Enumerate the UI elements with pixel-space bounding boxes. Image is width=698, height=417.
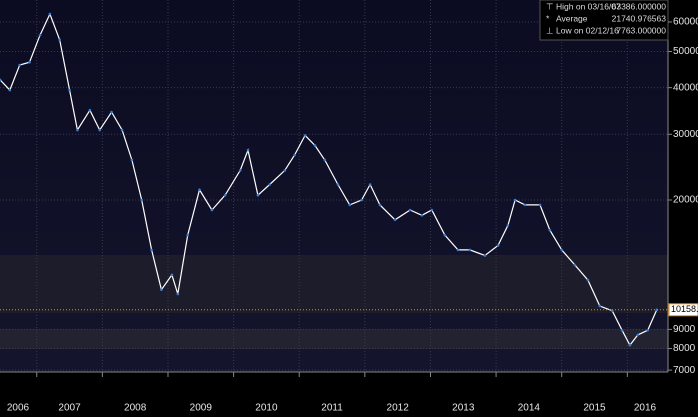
price-point (443, 233, 447, 237)
price-point (430, 208, 434, 212)
price-point (496, 244, 500, 247)
price-point (393, 218, 397, 222)
price-point (586, 278, 590, 282)
price-point (110, 110, 113, 114)
x-tick-label: 2011 (321, 403, 343, 414)
price-point (238, 169, 242, 172)
price-point (628, 343, 632, 347)
price-point (48, 12, 52, 16)
x-tick-label: 2008 (124, 403, 147, 414)
price-point (186, 233, 189, 237)
price-point (548, 228, 552, 232)
x-tick-label: 2012 (387, 403, 410, 414)
band (0, 329, 668, 349)
price-point (293, 153, 296, 157)
legend-box (539, 0, 669, 41)
price-point (456, 248, 460, 252)
x-tick-label: 2007 (58, 403, 81, 414)
price-point (268, 183, 271, 186)
x-tick-label: 2009 (190, 403, 213, 414)
price-point (120, 128, 124, 132)
price-point (18, 63, 21, 67)
price-point (170, 273, 174, 277)
x-tick-label: 2006 (7, 403, 30, 414)
price-point (523, 203, 527, 207)
plot-area (0, 0, 668, 372)
price-point (573, 263, 577, 267)
legend-marker: * (546, 13, 550, 23)
x-tick-label: 2016 (634, 403, 657, 414)
price-point (560, 248, 563, 252)
price-point (336, 183, 340, 186)
y-tick-label: 30000 (673, 129, 698, 140)
price-point (28, 60, 31, 64)
price-point (408, 208, 412, 212)
price-point (420, 213, 424, 217)
price-point (378, 203, 382, 207)
price-point (98, 128, 102, 132)
y-tick-label: 50000 (673, 46, 698, 57)
legend-value: 63386.000000 (612, 1, 667, 11)
price-point (246, 148, 250, 152)
y-tick-label: 7000 (673, 365, 696, 376)
price-point (348, 203, 352, 207)
price-point (76, 128, 79, 132)
price-point (483, 254, 487, 257)
price-point (513, 198, 517, 202)
price-point (598, 304, 602, 308)
price-point (8, 88, 12, 92)
legend-marker: ⊤ (546, 1, 554, 11)
price-point (140, 198, 144, 202)
price-point (256, 193, 260, 197)
price-point (506, 224, 510, 227)
price-point (58, 38, 62, 42)
price-point (160, 288, 163, 291)
x-tick-label: 2010 (255, 403, 278, 414)
price-point (323, 158, 327, 162)
x-tick-label: 2014 (518, 403, 541, 414)
price-point (360, 198, 363, 202)
price-point (538, 203, 542, 207)
x-tick-label: 2013 (452, 403, 475, 414)
last-value-box (668, 303, 698, 317)
legend-marker: ⊥ (546, 25, 554, 35)
price-point (150, 248, 153, 252)
legend-label: High on 03/16/07 (556, 1, 621, 11)
price-point (88, 108, 92, 112)
price-point (368, 183, 372, 186)
price-point (38, 33, 42, 37)
price-point (68, 88, 71, 92)
price-point (198, 188, 201, 192)
price-point (223, 193, 227, 197)
legend-value: 7763.000000 (616, 25, 666, 35)
legend-label: Low on 02/12/16 (556, 25, 619, 35)
x-tick-label: 2015 (583, 403, 606, 414)
price-point (0, 78, 2, 82)
price-point (655, 308, 659, 312)
price-point (303, 134, 307, 137)
band (0, 255, 668, 313)
price-point (210, 208, 214, 212)
legend-label: Average (556, 13, 588, 23)
price-point (130, 158, 134, 162)
last-value-label: 10158. (671, 304, 698, 314)
price-point (176, 292, 180, 296)
price-point (636, 333, 640, 337)
y-tick-label: 9000 (673, 324, 696, 335)
marks (0, 12, 659, 347)
y-tick-label: 20000 (673, 195, 698, 206)
y-tick-label: 8000 (673, 343, 696, 354)
y-tick-label: 40000 (673, 82, 698, 93)
y-tick-label: 60000 (673, 17, 698, 28)
legend-value: 21740.976563 (612, 13, 667, 23)
price-point (313, 144, 317, 147)
price-point (283, 169, 287, 172)
price-point (646, 329, 649, 332)
price-point (468, 248, 472, 252)
price-point (620, 329, 624, 332)
